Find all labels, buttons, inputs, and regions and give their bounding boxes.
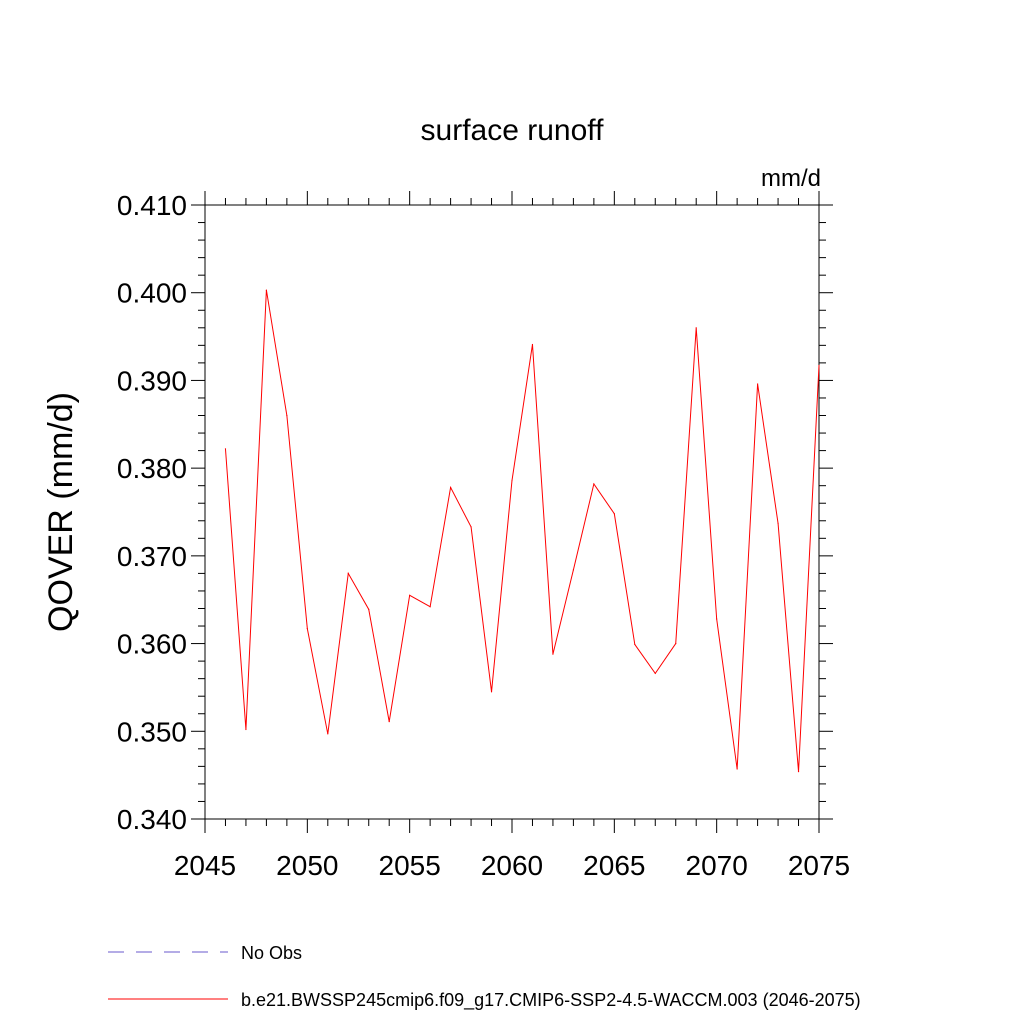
data-point <box>245 728 247 731</box>
data-point <box>613 513 615 515</box>
y-tick-label: 0.400 <box>117 278 187 309</box>
legend-label: b.e21.BWSSP245cmip6.f09_g17.CMIP6-SSP2-4… <box>241 990 861 1011</box>
y-tick-label: 0.380 <box>117 453 187 484</box>
legend: No Obs b.e21.BWSSP245cmip6.f09_g17.CMIP6-… <box>108 943 861 1011</box>
data-point <box>265 289 267 291</box>
units-label: mm/d <box>761 165 821 192</box>
series-layer <box>224 289 820 773</box>
data-point <box>818 364 820 367</box>
data-point <box>286 414 288 417</box>
data-point <box>224 448 227 450</box>
axis-tick-labels: 2045 2050 2055 2060 2065 2070 2075 0.340 0.350 0.… <box>117 190 850 881</box>
y-tick-label: 0.360 <box>117 629 187 660</box>
y-axis-label: QOVER (mm/d) <box>42 392 80 632</box>
data-point <box>470 526 472 528</box>
x-tick-label: 2045 <box>174 850 236 881</box>
x-tick-label: 2050 <box>276 850 338 881</box>
x-tick-label: 2065 <box>583 850 645 881</box>
data-point <box>347 572 349 575</box>
data-point <box>675 642 677 645</box>
data-point <box>736 768 738 770</box>
y-tick-label: 0.410 <box>117 190 187 221</box>
plot-frame <box>204 204 820 820</box>
data-point <box>368 608 370 610</box>
series-line-0 <box>224 289 820 772</box>
data-point <box>388 721 390 723</box>
chart-title: surface runoff <box>421 114 605 147</box>
data-point <box>306 628 308 630</box>
data-point <box>490 691 493 693</box>
data-point <box>409 594 411 596</box>
data-point <box>716 618 718 620</box>
data-point <box>450 486 452 489</box>
data-point <box>777 522 779 525</box>
data-point <box>429 606 431 608</box>
axis-ticks <box>191 191 833 833</box>
data-point <box>695 327 697 329</box>
data-point <box>654 672 656 674</box>
data-point <box>572 569 575 571</box>
y-tick-label: 0.370 <box>117 541 187 572</box>
x-tick-label: 2055 <box>379 850 441 881</box>
x-tick-label: 2075 <box>788 850 850 881</box>
data-point <box>552 653 554 655</box>
data-point <box>531 343 534 346</box>
plot-border <box>204 204 820 820</box>
legend-label: No Obs <box>241 943 302 963</box>
data-point <box>797 771 800 773</box>
y-tick-label: 0.390 <box>117 365 187 396</box>
y-tick-label: 0.350 <box>117 716 187 747</box>
x-tick-label: 2070 <box>686 850 748 881</box>
data-point <box>511 479 513 482</box>
data-point <box>327 733 329 735</box>
y-tick-label: 0.340 <box>117 804 187 835</box>
x-tick-label: 2060 <box>481 850 543 881</box>
data-point <box>757 383 759 385</box>
data-point <box>634 643 636 646</box>
data-point <box>593 483 595 485</box>
